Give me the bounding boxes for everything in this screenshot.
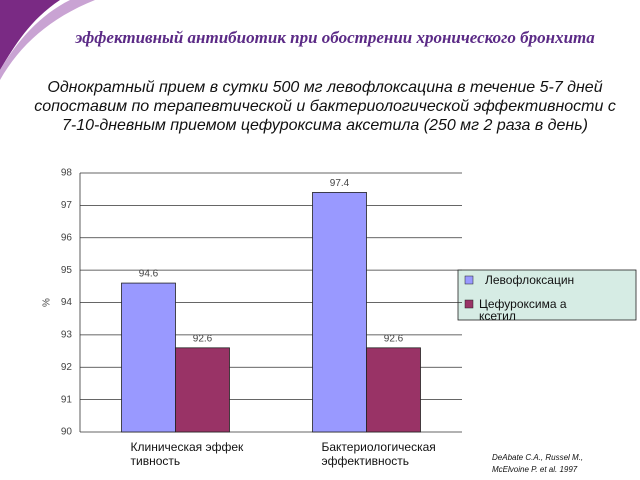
- legend-marker: [464, 299, 474, 309]
- y-tick-label: 90: [61, 427, 73, 438]
- bar: [366, 347, 421, 433]
- y-tick-label: 98: [61, 168, 73, 179]
- data-label: 97.4: [330, 178, 350, 189]
- legend-box: [457, 269, 637, 321]
- legend-label: Цефуроксима аксетил: [479, 297, 567, 323]
- decoration: [0, 0, 60, 70]
- citation: DeAbate C.A., Russel M., McElvoine P. et…: [492, 453, 584, 474]
- bar: [175, 347, 230, 433]
- y-tick-label: 93: [61, 330, 73, 341]
- bar: [312, 192, 367, 433]
- y-tick-label: 94: [61, 297, 73, 308]
- y-axis-label: %: [42, 298, 53, 307]
- title: эффективный антибиотик при обострении хр…: [75, 28, 595, 47]
- y-tick-label: 95: [61, 265, 73, 276]
- subtitle: Однократный прием в сутки 500 мг левофло…: [34, 79, 616, 134]
- decoration: [0, 0, 95, 80]
- bar: [121, 282, 176, 433]
- data-label: 92.6: [384, 333, 404, 344]
- y-tick-label: 97: [61, 200, 73, 211]
- x-tick-label: Бактериологическая эффективность: [321, 440, 436, 468]
- y-tick-label: 92: [61, 362, 73, 373]
- data-label: 94.6: [139, 269, 159, 280]
- legend-marker: [464, 275, 474, 285]
- data-label: 92.6: [193, 333, 213, 344]
- legend-label: Левофлоксацин: [485, 273, 575, 287]
- x-tick-label: Клиническая эффективность: [130, 440, 244, 468]
- y-tick-label: 91: [61, 394, 73, 405]
- y-tick-label: 96: [61, 232, 73, 243]
